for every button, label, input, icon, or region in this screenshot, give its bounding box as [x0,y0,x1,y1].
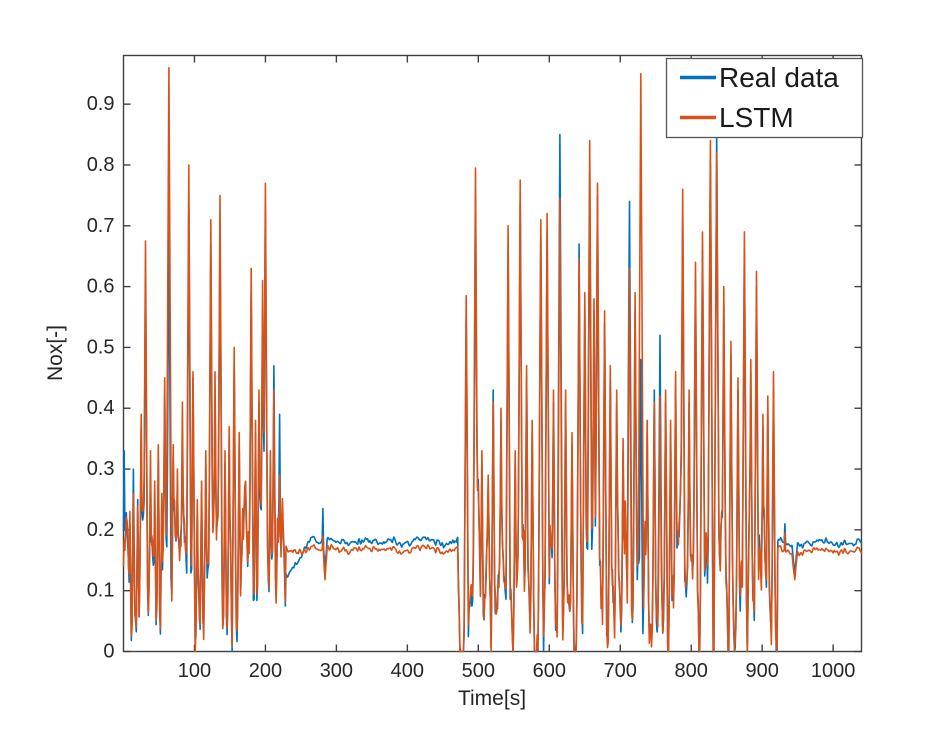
x-tick-label: 500 [462,660,495,682]
y-tick-label: 0.6 [87,276,115,298]
x-tick-label: 300 [320,660,353,682]
legend-box [665,57,864,139]
y-tick-label: 0.7 [87,215,115,237]
x-tick-label: 400 [391,660,424,682]
y-tick-label: 0 [103,641,114,663]
axis-tick-labels: 100 200 300 400 500 600 700 800 900 1000 0 0.1 0.2 0.… [87,93,856,682]
y-tick-label: 0.3 [87,458,115,480]
legend[interactable]: Real data LSTM [665,57,864,139]
axis-ticks [123,55,862,653]
legend-label-real-data: Real data [719,62,839,93]
x-tick-label: 900 [745,660,778,682]
plot-area-frame [122,54,863,653]
y-tick-label: 0.8 [87,154,115,176]
y-tick-label: 0.1 [87,580,115,602]
x-tick-label: 800 [675,660,708,682]
x-tick-label: 700 [604,660,637,682]
y-tick-label: 0.5 [87,336,115,358]
legend-label-lstm: LSTM [719,102,794,133]
y-tick-label: 0.2 [87,519,115,541]
x-tick-label: 600 [533,660,566,682]
y-tick-label: 0.9 [87,93,115,115]
x-axis-label: Time[s] [458,687,526,710]
data-series [122,66,863,653]
x-tick-label: 100 [178,660,211,682]
x-tick-label: 200 [249,660,282,682]
y-axis-label: Nox[-] [44,325,67,381]
x-tick-label: 1000 [811,660,856,682]
y-tick-label: 0.4 [87,397,115,419]
series-line-lstm [122,66,863,653]
